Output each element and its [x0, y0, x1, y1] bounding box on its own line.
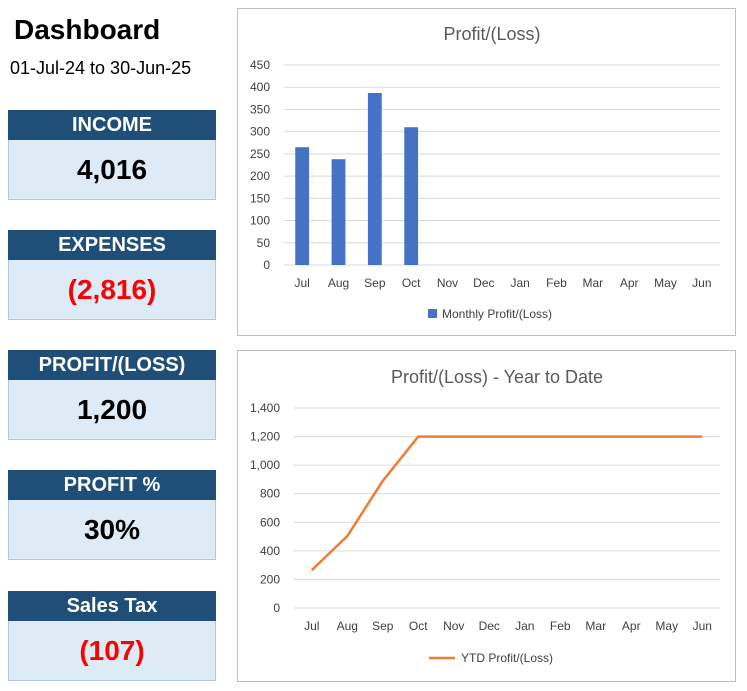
period-range: 01-Jul-24 to 30-Jun-25	[10, 58, 192, 78]
y-tick-label: 100	[250, 214, 270, 228]
ytd-profit-chart: Profit/(Loss) - Year to Date 0 200 400 600 80…	[237, 350, 736, 682]
y-tick-label: 350	[250, 102, 270, 116]
x-tick-label: Feb	[550, 619, 571, 633]
x-tick-label: Jan	[515, 619, 534, 633]
x-tick-label: Apr	[622, 619, 641, 633]
y-tick-label: 0	[263, 258, 270, 272]
x-tick-label: Sep	[364, 276, 386, 290]
x-tick-label: Jan	[510, 276, 529, 290]
x-tick-label: Aug	[337, 619, 358, 633]
x-tick-label: Aug	[328, 276, 349, 290]
x-tick-label: Jun	[693, 619, 712, 633]
y-tick-label: 150	[250, 191, 270, 205]
x-tick-label: Nov	[443, 619, 464, 633]
ytd-profit-chart-svg: Profit/(Loss) - Year to Date 0 200 400 600 80…	[250, 367, 720, 665]
legend-swatch	[428, 309, 437, 318]
x-tick-label: Nov	[437, 276, 458, 290]
y-tick-label: 800	[260, 487, 280, 501]
kpi-income-value: 4,016	[8, 140, 216, 200]
kpi-expenses: EXPENSES (2,816)	[8, 230, 216, 320]
x-tick-label: Dec	[473, 276, 494, 290]
kpi-sales-tax-label: Sales Tax	[8, 591, 216, 621]
x-tick-label: Oct	[409, 619, 428, 633]
kpi-profit-percent-value: 30%	[8, 500, 216, 560]
x-tick-label: Mar	[585, 619, 606, 633]
x-tick-label: Sep	[372, 619, 394, 633]
y-tick-label: 1,200	[250, 430, 280, 444]
y-tick-label: 400	[260, 544, 280, 558]
kpi-sales-tax-value: (107)	[8, 621, 216, 681]
monthly-profit-chart-svg: Profit/(Loss) 0 50 100 150 200 250 300 350 400 450…	[250, 24, 720, 321]
bar	[295, 147, 310, 265]
y-tick-label: 250	[250, 147, 270, 161]
x-tick-label: May	[655, 619, 678, 633]
bar	[404, 127, 419, 265]
y-tick-label: 50	[257, 236, 271, 250]
monthly-profit-chart: Profit/(Loss) 0 50 100 150 200 250 300 350 400 450…	[237, 8, 736, 336]
y-tick-label: 400	[250, 80, 270, 94]
y-tick-label: 300	[250, 125, 270, 139]
kpi-profit-value: 1,200	[8, 380, 216, 440]
kpi-profit-percent-label: PROFIT %	[8, 470, 216, 500]
x-tick-label: May	[654, 276, 677, 290]
x-tick-label: Oct	[402, 276, 421, 290]
legend-label: Monthly Profit/(Loss)	[442, 307, 552, 321]
bar	[367, 93, 382, 265]
x-tick-label: Apr	[620, 276, 639, 290]
kpi-income-label: INCOME	[8, 110, 216, 140]
dashboard-title: Dashboard	[14, 14, 161, 45]
x-tick-label: Jun	[692, 276, 711, 290]
x-tick-label: Dec	[479, 619, 500, 633]
y-tick-label: 1,400	[250, 401, 280, 415]
kpi-profit-percent: PROFIT % 30%	[8, 470, 216, 560]
chart-title: Profit/(Loss)	[443, 24, 540, 44]
y-tick-label: 1,000	[250, 458, 280, 472]
y-tick-label: 0	[273, 601, 280, 615]
x-tick-label: Mar	[582, 276, 603, 290]
y-tick-label: 200	[250, 169, 270, 183]
x-tick-label: Feb	[546, 276, 567, 290]
x-tick-label: Jul	[294, 276, 309, 290]
kpi-expenses-label: EXPENSES	[8, 230, 216, 260]
y-tick-label: 600	[260, 515, 280, 529]
bar	[331, 159, 346, 265]
kpi-profit: PROFIT/(LOSS) 1,200	[8, 350, 216, 440]
kpi-sales-tax: Sales Tax (107)	[8, 591, 216, 681]
kpi-profit-label: PROFIT/(LOSS)	[8, 350, 216, 380]
series-line	[310, 435, 703, 572]
y-tick-label: 450	[250, 58, 270, 72]
y-tick-label: 200	[260, 572, 280, 586]
legend-label: YTD Profit/(Loss)	[461, 651, 553, 665]
kpi-expenses-value: (2,816)	[8, 260, 216, 320]
chart-title: Profit/(Loss) - Year to Date	[391, 367, 603, 387]
kpi-income: INCOME 4,016	[8, 110, 216, 200]
x-tick-label: Jul	[304, 619, 319, 633]
